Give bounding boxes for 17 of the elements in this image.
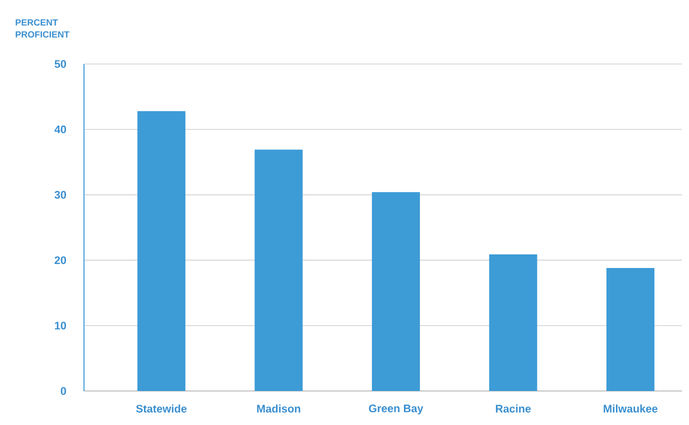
x-tick-label: Statewide [136, 404, 187, 413]
y-tick-label: 10 [54, 322, 66, 330]
y-tick-label: 0 [60, 387, 66, 395]
y-tick-label: 30 [54, 190, 66, 199]
bar [606, 268, 654, 391]
bar [372, 192, 420, 391]
y-tick-label: 40 [54, 126, 66, 134]
bar [137, 111, 186, 391]
bar [489, 254, 538, 391]
x-tick-label: Green Bay [368, 404, 424, 414]
y-tick-label: 50 [54, 60, 66, 68]
x-tick-label: Madison [257, 404, 300, 413]
x-tick-label: Milwaukee [604, 404, 658, 413]
y-axis-title: PERCENT PROFICIENT [16, 19, 70, 38]
x-tick-label: Racine [496, 404, 531, 413]
y-tick-label: 20 [54, 256, 66, 264]
bar [254, 150, 303, 391]
